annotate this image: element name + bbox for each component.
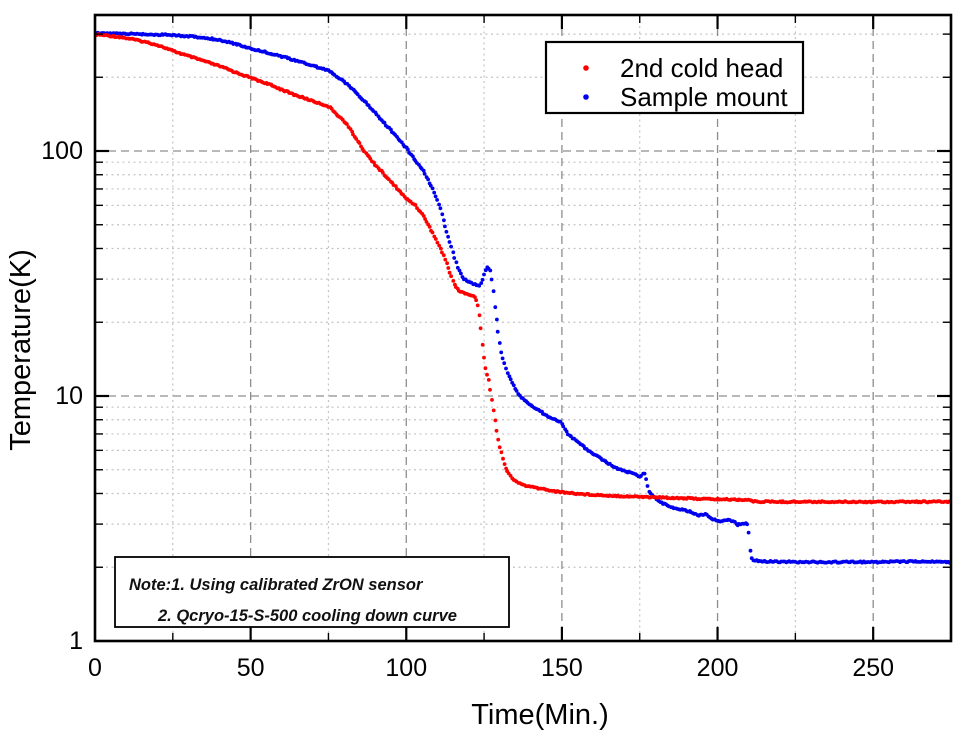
y-axis-title: Temperature(K) [5,249,37,450]
note-box: Note:1. Using calibrated ZrON sensor 2. … [114,556,510,628]
x-tick-label: 200 [697,654,739,682]
y-tick-label: 1 [69,627,83,655]
note-line-2: 2. Qcryo-15-S-500 cooling down curve [157,607,457,625]
y-tick-labels: 1 10 100 [41,137,83,655]
legend-label-sample-mount: Sample mount [620,82,788,112]
series-2nd-cold-head [95,31,951,505]
y-tick-label: 100 [41,137,83,165]
y-tick-label: 10 [55,382,83,410]
minor-gridlines [95,15,951,641]
axis-ticks [95,15,951,641]
x-tick-labels: 0 50 100 150 200 250 [88,654,894,682]
x-tick-label: 0 [88,654,102,682]
x-tick-label: 150 [541,654,583,682]
legend-label-2nd-cold-head: 2nd cold head [620,53,783,83]
legend-box [544,40,805,115]
major-gridlines [95,15,951,641]
x-tick-label: 100 [385,654,427,682]
note-box-border [114,556,510,628]
legend-marker-2nd-cold-head [583,65,589,71]
note-line-1: Note:1. Using calibrated ZrON sensor [129,576,424,594]
data-series-layer [95,30,951,565]
x-axis-title: Time(Min.) [471,699,608,731]
x-tick-label: 50 [237,654,265,682]
plot-frame [93,13,953,643]
legend-marker-sample-mount [583,94,589,100]
legend: 2nd cold head Sample mount [544,40,805,115]
x-tick-label: 250 [852,654,894,682]
